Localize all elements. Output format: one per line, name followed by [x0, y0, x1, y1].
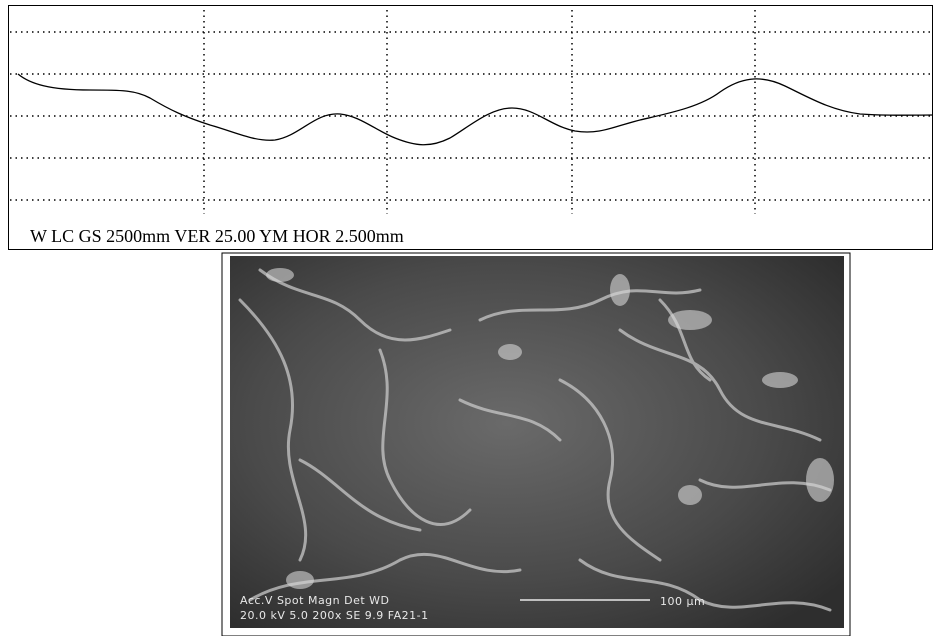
profile-frame [8, 5, 933, 250]
profile-curve [17, 73, 933, 146]
profile-caption: W LC GS 2500mm VER 25.00 YM HOR 2.500mm [30, 226, 404, 246]
micrograph: Acc.V Spot Magn Det WD 20.0 kV 5.0 200x … [221, 252, 851, 636]
profile-panel: W LC GS 2500mm VER 25.00 YM HOR 2.500mm [8, 5, 933, 250]
micrograph-values: 20.0 kV 5.0 200x SE 9.9 FA21-1 [240, 609, 429, 622]
micrograph-image [230, 256, 844, 628]
profile-grid [10, 10, 930, 214]
scale-bar-label: 100 µm [660, 595, 705, 608]
micrograph-header: Acc.V Spot Magn Det WD [240, 594, 390, 607]
micrograph-particles [266, 268, 834, 589]
